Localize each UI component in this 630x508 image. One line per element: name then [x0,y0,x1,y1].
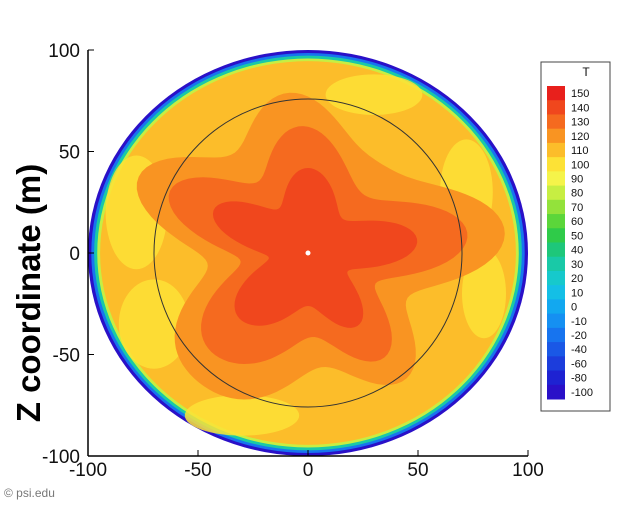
legend-label: -20 [571,330,587,342]
legend-label: 0 [571,302,577,314]
legend-swatch [547,228,565,243]
legend-title: T [582,65,590,79]
legend-label: 60 [571,216,583,228]
legend-label: 30 [571,259,583,271]
x-tick-label: 0 [303,460,314,481]
legend-swatch [547,114,565,130]
y-tick-label: -50 [53,346,80,367]
reference-circle [153,98,463,408]
legend-label: 130 [571,117,589,129]
legend-label: 70 [571,202,583,214]
legend-swatch [547,270,565,286]
legend-label: 20 [571,273,583,285]
legend-label: -60 [571,358,587,370]
y-tick-label: 0 [69,244,80,265]
legend-swatch [547,299,565,315]
contour-patches [105,74,506,436]
legend-label: 120 [571,131,589,143]
image-credit: © psi.edu [4,486,55,500]
temperature-field [88,50,528,456]
x-tick-label: -100 [69,460,107,481]
legend-label: 90 [571,173,583,185]
legend-label: 80 [571,188,583,200]
legend-swatch [547,285,565,300]
legend-swatch [547,256,565,272]
legend-label: 100 [571,159,589,171]
legend-swatch [547,370,565,386]
contour-patch [184,395,300,436]
legend-swatch [547,327,565,343]
legend-label: 40 [571,245,583,257]
legend-label: 10 [571,287,583,299]
legend-swatch [547,171,565,187]
legend-label: -80 [571,373,587,385]
legend-swatch [547,242,565,258]
x-tick-label: -50 [184,460,211,481]
legend-swatch [547,185,565,201]
x-tick-label: 100 [512,460,544,481]
center-marker [305,250,311,256]
contour-level-region [212,168,418,328]
legend-swatch [547,199,565,215]
y-tick-label: 100 [48,41,80,62]
legend-label: -100 [571,387,593,399]
legend-swatch [547,384,565,400]
legend-swatch [547,313,565,329]
contour-patch [118,279,190,369]
legend-swatch [547,356,565,372]
legend-label: 110 [571,145,589,157]
legend-swatch [547,214,565,229]
color-legend: T1501401301201101009080706050403020100-1… [540,61,611,412]
legend-label: -10 [571,316,587,328]
legend-swatch [547,157,565,172]
legend-swatch [547,342,565,357]
legend-label: 50 [571,230,583,242]
legend-swatch [547,86,565,101]
contour-patch [325,74,423,115]
y-tick-label: -100 [42,447,80,468]
legend-label: 140 [571,102,589,114]
legend-label: 150 [571,88,589,100]
x-tick-label: 50 [407,460,428,481]
legend-label: -40 [571,344,587,356]
legend-swatch [547,142,565,158]
y-tick-label: 50 [59,143,80,164]
axes: -100 -50 0 50 100 100 50 0 -50 -100 Z coordinate (… [10,41,544,481]
legend-swatch [547,100,565,115]
y-axis-title: Z coordinate (m) [10,164,47,423]
legend-swatch [547,128,565,144]
